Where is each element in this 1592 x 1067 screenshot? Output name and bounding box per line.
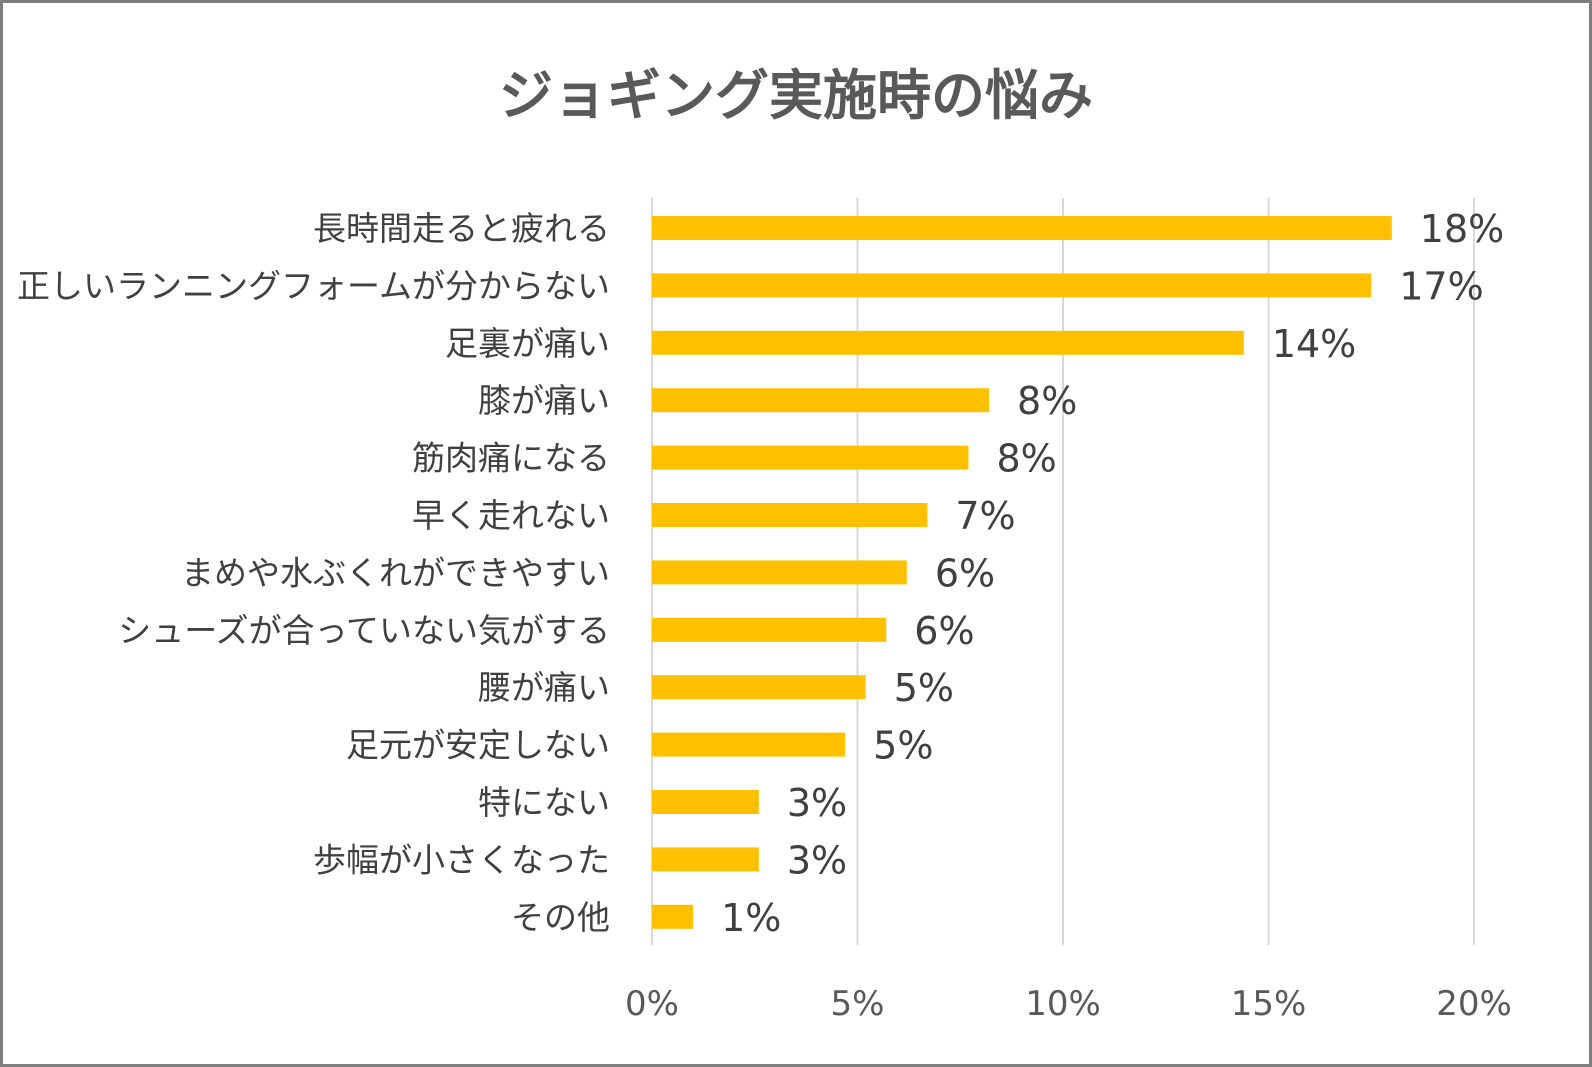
x-axis-ticks: 0% 5% 10% 15% 20% xyxy=(625,984,1512,1024)
category-label: 足元が安定しない xyxy=(346,726,610,765)
data-label: 3% xyxy=(787,781,847,825)
data-label: 7% xyxy=(955,494,1015,538)
data-label: 18% xyxy=(1420,207,1504,251)
data-label: 8% xyxy=(996,437,1056,481)
category-label: シューズが合っていない気がする xyxy=(118,611,610,650)
category-label: 膝が痛い xyxy=(478,381,610,420)
bar xyxy=(652,216,1392,240)
data-label: 14% xyxy=(1272,322,1356,366)
bar xyxy=(652,617,887,642)
category-label: 長時間走ると疲れる xyxy=(313,209,610,248)
bar xyxy=(652,790,759,814)
bar xyxy=(652,273,1372,298)
data-label: 6% xyxy=(935,551,995,595)
category-label: 筋肉痛になる xyxy=(412,439,610,478)
value-labels: 18%17%14%8%8%7%6%6%5%5%3%3%1% xyxy=(721,207,1504,940)
bar xyxy=(652,560,907,585)
x-tick-label: 5% xyxy=(831,984,885,1024)
data-label: 3% xyxy=(787,838,847,882)
bar xyxy=(652,675,866,700)
x-tick-label: 20% xyxy=(1436,984,1512,1024)
bar xyxy=(652,388,990,413)
category-label: 特にない xyxy=(478,783,610,822)
category-label: 腰が痛い xyxy=(478,668,610,707)
category-label: 正しいランニングフォームが分からない xyxy=(17,266,610,305)
x-tick-label: 10% xyxy=(1025,984,1101,1024)
bar xyxy=(652,330,1244,355)
category-label: 歩幅が小さくなった xyxy=(313,840,610,879)
x-tick-label: 15% xyxy=(1231,984,1307,1024)
category-label: 足裏が痛い xyxy=(445,324,610,363)
bar-chart: 長時間走ると疲れる正しいランニングフォームが分からない足裏が痛い膝が痛い筋肉痛に… xyxy=(17,198,1512,1024)
category-label: まめや水ぶくれができやすい xyxy=(181,553,610,592)
data-label: 5% xyxy=(873,724,933,768)
bar xyxy=(652,732,846,757)
chart-title: ジョギング実施時の悩み xyxy=(499,64,1093,127)
bar xyxy=(652,503,928,527)
bar xyxy=(652,904,694,929)
data-label: 8% xyxy=(1017,379,1077,423)
x-tick-label: 0% xyxy=(625,984,679,1024)
data-label: 1% xyxy=(721,896,781,940)
bar xyxy=(652,847,759,872)
data-label: 5% xyxy=(894,666,954,710)
category-label: その他 xyxy=(511,898,610,937)
category-label: 早く走れない xyxy=(412,496,610,535)
data-label: 17% xyxy=(1399,264,1483,308)
bar xyxy=(652,445,969,470)
data-label: 6% xyxy=(914,609,974,653)
bars xyxy=(652,216,1392,929)
category-labels: 長時間走ると疲れる正しいランニングフォームが分からない足裏が痛い膝が痛い筋肉痛に… xyxy=(17,209,610,937)
